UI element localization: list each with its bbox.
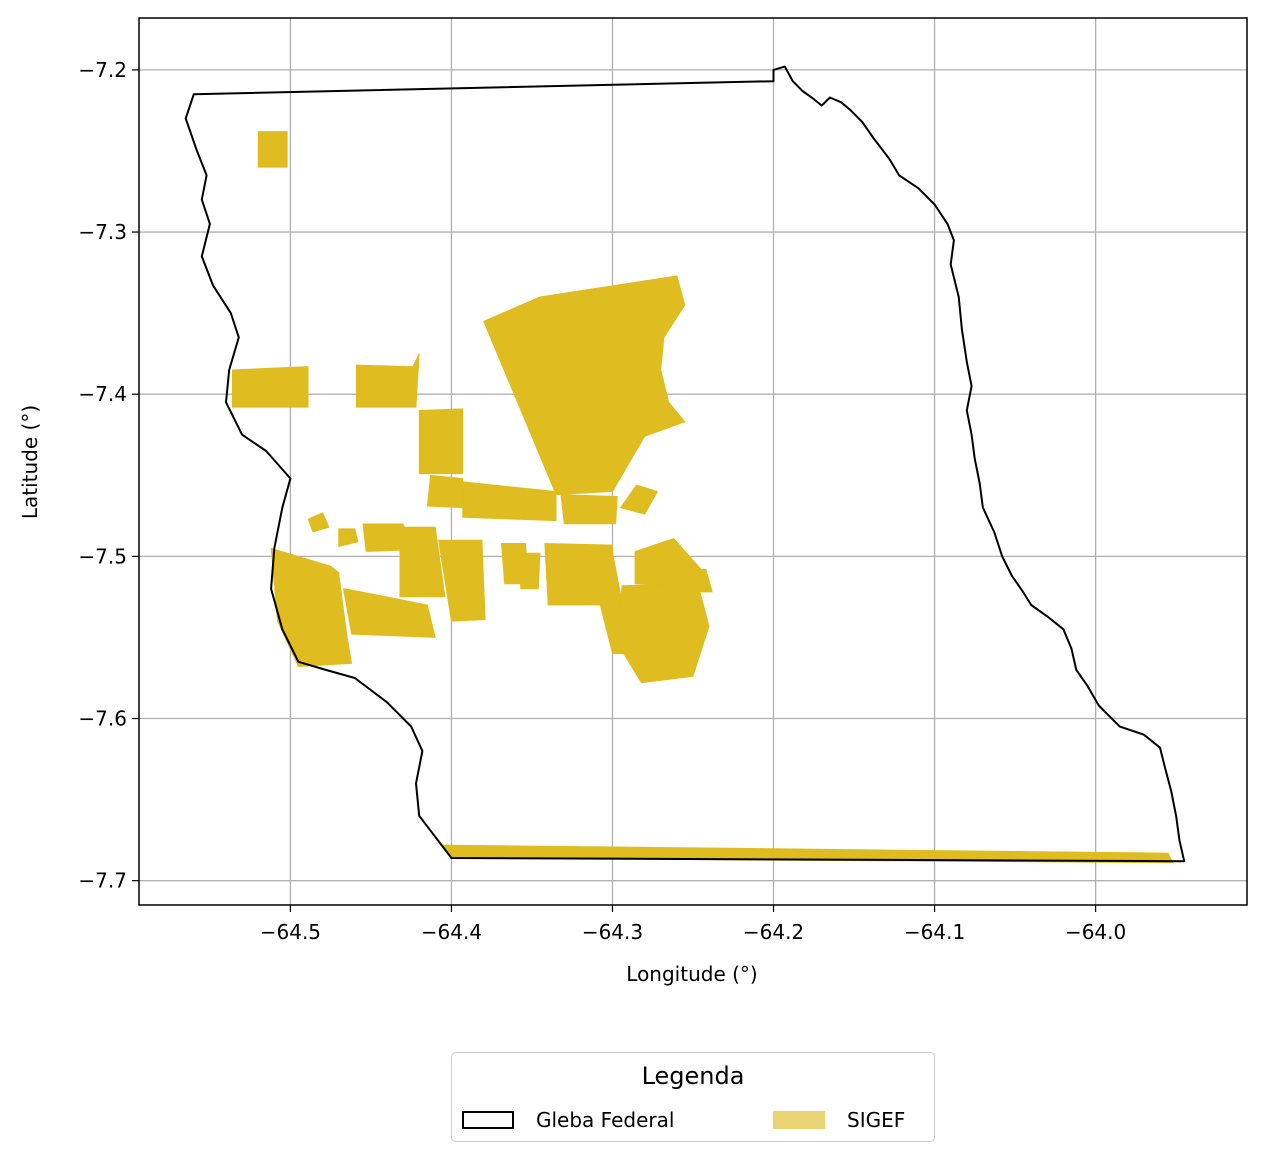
sigef-parcel — [355, 353, 420, 408]
sigef-parcel — [418, 408, 464, 475]
legend-label-sigef: SIGEF — [847, 1108, 906, 1132]
legend-title: Legenda — [641, 1062, 745, 1090]
legend: Legenda Gleba Federal SIGEF — [451, 1052, 935, 1142]
sigef-layer — [231, 131, 1174, 864]
sigef-parcel — [343, 588, 436, 638]
grid-lines — [139, 18, 1247, 905]
x-tick-label: −64.1 — [904, 920, 965, 944]
y-tick-label: −7.2 — [78, 58, 127, 82]
sigef-parcel — [619, 484, 659, 515]
sigef-parcel — [257, 131, 288, 168]
y-axis-title: Latitude (°) — [18, 405, 42, 519]
y-tick-label: −7.5 — [78, 544, 127, 568]
sigef-parcel — [518, 552, 541, 590]
y-tick-label: −7.3 — [78, 220, 127, 244]
plot-frame — [138, 17, 1248, 906]
x-axis-ticks: −64.5 −64.4 −64.3 −64.2 −64.1 −64.0 — [260, 905, 1126, 944]
gleba-layer — [184, 65, 1186, 863]
y-tick-label: −7.4 — [78, 382, 127, 406]
legend-label-gleba-federal: Gleba Federal — [536, 1108, 675, 1132]
sigef-parcel — [231, 366, 309, 408]
sigef-parcel — [270, 547, 353, 668]
x-axis-title: Longitude (°) — [626, 962, 757, 986]
legend-item-gleba-federal: Gleba Federal — [462, 1107, 674, 1133]
x-tick-label: −64.3 — [582, 920, 643, 944]
sigef-parcel — [426, 474, 464, 509]
gleba-federal-boundary — [184, 65, 1186, 863]
plot-background — [139, 18, 1247, 905]
y-axis-ticks: −7.2 −7.3 −7.4 −7.5 −7.6 −7.7 — [78, 58, 139, 893]
sigef-parcel — [646, 568, 713, 593]
gleba-outline-swatch — [462, 1111, 514, 1129]
sigef-parcel — [438, 539, 486, 622]
x-tick-label: −64.2 — [743, 920, 804, 944]
sigef-parcel — [560, 494, 618, 525]
x-tick-label: −64.5 — [260, 920, 321, 944]
legend-item-sigef: SIGEF — [773, 1107, 905, 1133]
sigef-parcel — [307, 512, 330, 533]
x-tick-label: −64.0 — [1065, 920, 1126, 944]
sigef-parcel — [399, 526, 446, 598]
sigef-parcel — [483, 275, 686, 496]
y-tick-label: −7.6 — [78, 707, 127, 731]
y-tick-label: −7.7 — [78, 869, 127, 893]
x-tick-label: −64.4 — [421, 920, 482, 944]
sigef-fill-swatch — [773, 1111, 825, 1129]
sigef-parcel — [338, 528, 359, 548]
